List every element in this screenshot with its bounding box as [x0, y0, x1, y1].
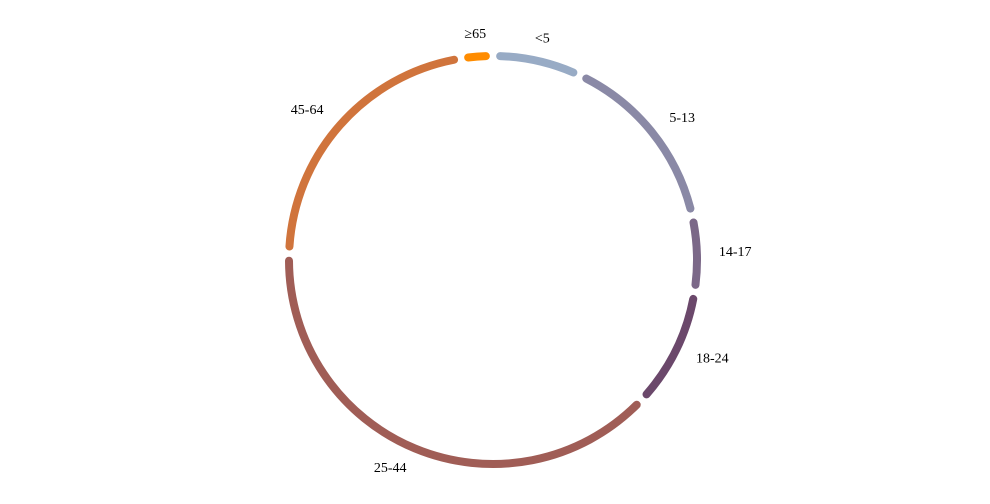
segment-label-4: 18-24: [696, 352, 729, 367]
ring-segment-6: [285, 55, 459, 251]
ring-segment-4: [642, 294, 698, 399]
segment-label-3: 14-17: [719, 245, 752, 260]
segment-label-5: 25-44: [374, 461, 407, 476]
segment-label-2: 5-13: [669, 111, 695, 126]
ring-segment-7: [464, 52, 490, 62]
segment-label-6: 45-64: [291, 103, 324, 118]
segment-labels: <5 5-13 14-17 18-24 25-44 45-64 ≥65: [291, 27, 752, 476]
ring-segment-3: [689, 218, 701, 289]
segment-label-7: ≥65: [464, 27, 486, 42]
ring-segment-1: [496, 52, 578, 77]
ring-segment-2: [582, 74, 695, 213]
ring-segments: [285, 52, 701, 468]
segment-label-1: <5: [535, 32, 550, 47]
ring-segment-5: [285, 256, 641, 468]
